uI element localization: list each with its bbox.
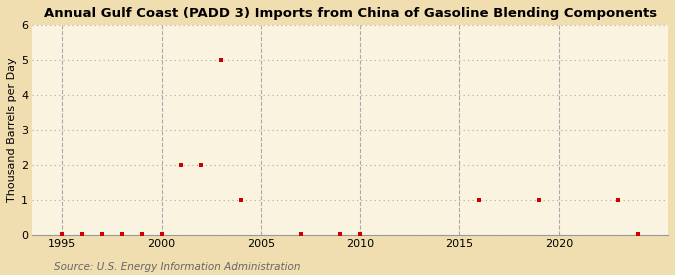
Title: Annual Gulf Coast (PADD 3) Imports from China of Gasoline Blending Components: Annual Gulf Coast (PADD 3) Imports from … bbox=[44, 7, 657, 20]
Point bbox=[236, 197, 246, 202]
Point bbox=[633, 232, 644, 236]
Point bbox=[295, 232, 306, 236]
Point bbox=[533, 197, 544, 202]
Point bbox=[136, 232, 147, 236]
Point bbox=[474, 197, 485, 202]
Point bbox=[77, 232, 88, 236]
Point bbox=[335, 232, 346, 236]
Point bbox=[216, 58, 227, 62]
Text: Source: U.S. Energy Information Administration: Source: U.S. Energy Information Administ… bbox=[54, 262, 300, 272]
Point bbox=[57, 232, 68, 236]
Point bbox=[116, 232, 127, 236]
Point bbox=[176, 163, 187, 167]
Point bbox=[97, 232, 107, 236]
Point bbox=[613, 197, 624, 202]
Point bbox=[355, 232, 366, 236]
Point bbox=[156, 232, 167, 236]
Point bbox=[196, 163, 207, 167]
Y-axis label: Thousand Barrels per Day: Thousand Barrels per Day bbox=[7, 58, 17, 202]
